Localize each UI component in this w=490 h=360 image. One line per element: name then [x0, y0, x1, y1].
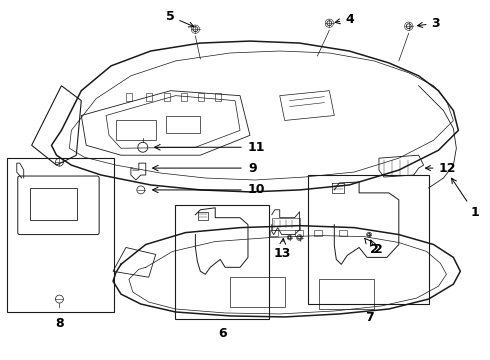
Text: 2: 2 [365, 238, 378, 256]
Text: 10: 10 [248, 184, 266, 197]
Bar [198, 93, 204, 100]
Bar [294, 230, 302, 235]
Bar [319, 279, 374, 309]
Text: 6: 6 [218, 327, 226, 340]
Bar [215, 93, 221, 100]
Bar [308, 175, 429, 304]
Text: 11: 11 [248, 141, 266, 154]
Text: 13: 13 [274, 247, 292, 261]
Bar [146, 93, 152, 100]
Bar [174, 205, 269, 319]
Text: 5: 5 [166, 10, 194, 27]
Text: 9: 9 [248, 162, 257, 175]
Text: 12: 12 [425, 162, 456, 175]
Text: 2: 2 [374, 243, 383, 256]
Bar [7, 158, 114, 312]
Bar [339, 230, 347, 235]
Text: 4: 4 [335, 13, 354, 26]
Text: 7: 7 [365, 311, 373, 324]
Bar [315, 230, 322, 235]
Bar [272, 218, 299, 230]
Text: 1: 1 [452, 178, 479, 219]
Bar [116, 121, 156, 140]
Bar [230, 277, 285, 307]
Bar [181, 93, 188, 100]
Bar [166, 116, 200, 133]
Bar [30, 188, 77, 220]
Text: 8: 8 [55, 317, 64, 330]
Bar [164, 93, 170, 100]
Bar [270, 230, 278, 235]
Text: 3: 3 [417, 17, 440, 30]
Bar [126, 93, 132, 100]
